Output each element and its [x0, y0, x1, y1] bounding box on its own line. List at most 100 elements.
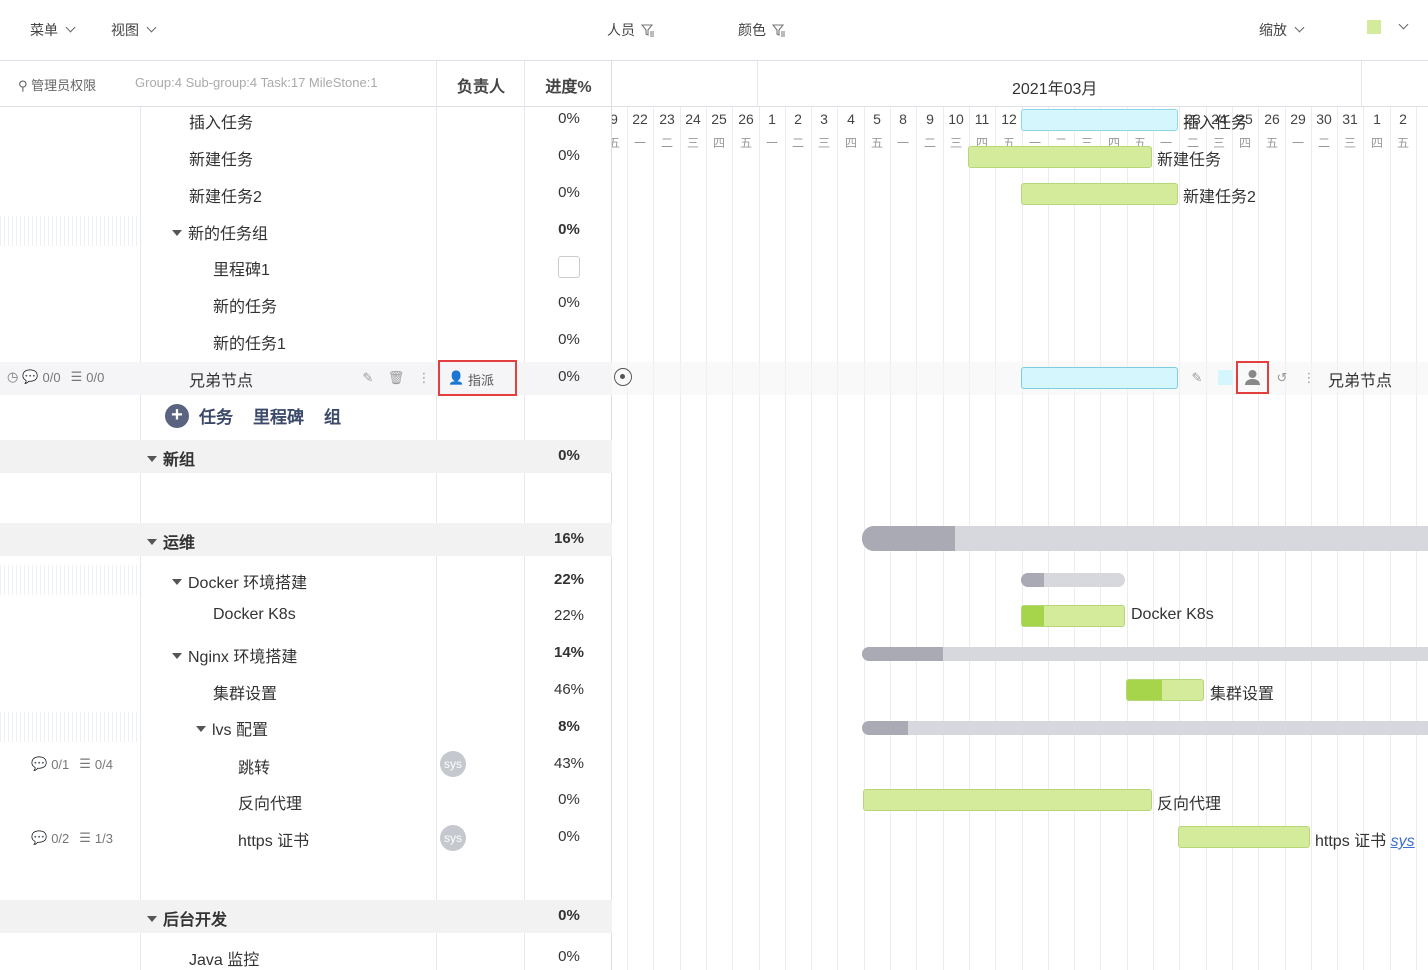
caret-down-icon[interactable] — [147, 538, 157, 545]
caret-down-icon[interactable] — [172, 652, 182, 659]
subgroup-bar-progress — [862, 647, 944, 661]
delete-icon[interactable]: 🗑 — [387, 370, 405, 385]
group-row-bg — [0, 900, 612, 933]
task-bar[interactable] — [863, 789, 1152, 811]
task-progress[interactable]: 46% — [553, 681, 585, 698]
caret-down-icon[interactable] — [172, 578, 182, 585]
task-name[interactable]: 新的任务 — [213, 299, 278, 316]
task-progress[interactable]: 43% — [553, 755, 585, 772]
add-task-button[interactable]: + 任务 — [165, 403, 233, 428]
assign-button[interactable]: 👤 指派 — [438, 360, 517, 396]
history-icon[interactable]: ↺ — [1276, 370, 1288, 385]
checklist-icon[interactable]: ☰ — [79, 756, 91, 771]
menu-dropdown[interactable]: 菜单 — [30, 20, 76, 40]
task-progress[interactable]: 0% — [558, 331, 580, 348]
avatar[interactable]: sys — [440, 751, 466, 777]
subgroup-name[interactable]: Docker 环境搭建 — [172, 569, 307, 593]
task-progress[interactable]: 0% — [558, 791, 580, 808]
task-bar[interactable] — [1126, 679, 1204, 701]
checklist-icon[interactable]: ☰ — [79, 830, 91, 845]
subgroup-name[interactable]: lvs 配置 — [196, 716, 268, 740]
task-name[interactable]: https 证书 — [238, 833, 310, 850]
owner-column-header[interactable]: 负责人 — [456, 79, 505, 96]
group-name[interactable]: 后台开发 — [147, 906, 227, 930]
task-name[interactable]: 集群设置 — [213, 686, 278, 703]
task-bar[interactable] — [968, 146, 1152, 168]
task-name[interactable]: 新的任务1 — [213, 336, 286, 353]
more-icon[interactable]: ⋮ — [417, 370, 431, 385]
milestone-name[interactable]: 里程碑1 — [213, 262, 270, 279]
subgroup-bar[interactable] — [862, 721, 1428, 735]
comment-icon[interactable]: 💬 — [31, 756, 48, 771]
task-name[interactable]: 新建任务 — [189, 152, 254, 169]
task-progress[interactable]: 0% — [558, 948, 580, 965]
group-bar[interactable] — [862, 526, 1428, 551]
bar-label: https 证书 sys — [1315, 827, 1415, 851]
task-progress[interactable]: 0% — [558, 828, 580, 845]
row-indent-guide — [0, 565, 140, 595]
checklist-icon[interactable]: ☰ — [70, 369, 83, 384]
clock-icon[interactable]: ◷ — [7, 369, 19, 384]
comment-icon[interactable]: 💬 — [22, 369, 39, 384]
weekday-label: 三 — [686, 136, 699, 150]
add-group-button[interactable]: 组 — [324, 408, 341, 427]
subgroup-name[interactable]: 新的任务组 — [172, 220, 268, 244]
task-progress[interactable]: 22% — [553, 607, 585, 624]
bar-color-swatch[interactable] — [1218, 370, 1233, 385]
comment-icon[interactable]: 💬 — [31, 830, 48, 845]
day-label: 3 — [820, 111, 828, 127]
task-name[interactable]: Java 监控 — [189, 952, 260, 969]
task-bar[interactable] — [1021, 183, 1178, 205]
day-label: 4 — [847, 111, 855, 127]
task-name[interactable]: 反向代理 — [238, 796, 303, 813]
task-name[interactable]: 跳转 — [238, 760, 271, 777]
zoom-dropdown[interactable]: 缩放 — [1259, 20, 1305, 40]
edit-icon[interactable]: ✎ — [1191, 370, 1203, 385]
add-milestone-button[interactable]: 里程碑 — [253, 408, 304, 427]
task-name[interactable]: 兄弟节点 — [189, 373, 254, 390]
task-bar[interactable] — [1178, 826, 1310, 848]
view-dropdown[interactable]: 视图 — [111, 20, 157, 40]
task-bar-selected[interactable] — [1021, 367, 1178, 389]
people-filter[interactable]: 人员 — [607, 20, 655, 40]
day-label: 8 — [899, 111, 907, 127]
group-name[interactable]: 运维 — [147, 529, 195, 553]
color-filter[interactable]: 颜色 — [738, 20, 786, 40]
color-swatch-dropdown[interactable] — [1367, 19, 1409, 34]
task-progress[interactable]: 0% — [558, 110, 580, 127]
task-progress[interactable]: 0% — [558, 184, 580, 201]
task-bar[interactable] — [1021, 605, 1125, 627]
add-bar: + 任务 里程碑 组 — [165, 403, 341, 428]
task-name[interactable]: 新建任务2 — [189, 189, 262, 206]
task-name[interactable]: Docker K8s — [213, 606, 296, 623]
caret-down-icon[interactable] — [147, 915, 157, 922]
subgroup-bar[interactable] — [862, 647, 1428, 661]
task-name[interactable]: 插入任务 — [189, 115, 254, 132]
month-label: 2021年03月 — [1012, 81, 1098, 98]
caret-down-icon[interactable] — [172, 229, 182, 236]
task-progress[interactable]: 0% — [558, 147, 580, 164]
task-bar[interactable] — [1021, 109, 1178, 131]
more-icon[interactable]: ⋮ — [1302, 370, 1316, 385]
caret-down-icon[interactable] — [196, 725, 206, 732]
task-bar-progress — [1127, 680, 1162, 700]
task-progress[interactable]: 0% — [558, 294, 580, 311]
locate-icon[interactable] — [614, 368, 632, 386]
day-label: 2 — [794, 111, 802, 127]
group-name[interactable]: 新组 — [147, 446, 195, 470]
caret-down-icon[interactable] — [147, 455, 157, 462]
bar-owner-link[interactable]: sys — [1390, 833, 1415, 850]
progress-column-header[interactable]: 进度% — [545, 79, 592, 96]
day-gridline — [785, 107, 786, 970]
subgroup-progress: 14% — [553, 644, 585, 661]
task-progress[interactable]: 0% — [558, 368, 580, 385]
subgroup-label: Docker 环境搭建 — [188, 575, 308, 592]
assign-owner-button[interactable] — [1236, 361, 1269, 394]
permission-label[interactable]: ⚲ 管理员权限 — [18, 78, 97, 93]
avatar[interactable]: sys — [440, 825, 466, 851]
subgroup-name[interactable]: Nginx 环境搭建 — [172, 643, 297, 667]
edit-icon[interactable]: ✎ — [362, 370, 374, 385]
subgroup-bar[interactable] — [1021, 573, 1125, 587]
milestone-checkbox[interactable] — [558, 256, 580, 278]
bar-label: 新建任务 — [1157, 152, 1222, 169]
